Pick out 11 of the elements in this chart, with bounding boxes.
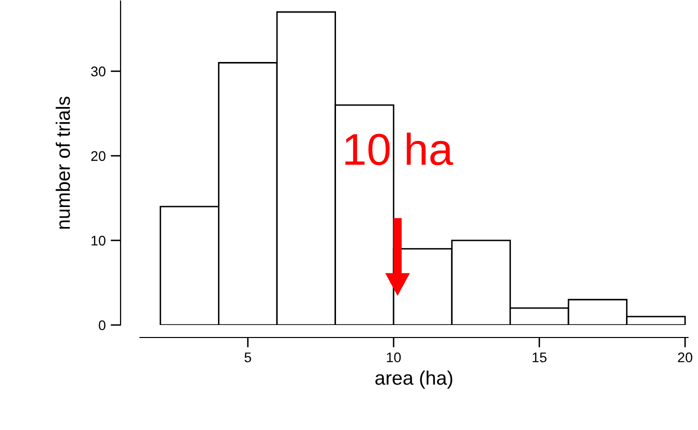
- y-tick-label: 30: [91, 66, 106, 76]
- y-tick-label: 10: [92, 236, 106, 246]
- annotation: 10 ha: [345, 132, 454, 166]
- x-tick-label: 5: [244, 352, 252, 362]
- x-tick-label: 20: [678, 352, 692, 362]
- x-tick-label: 10: [386, 352, 401, 362]
- y-tick-label: 20: [91, 151, 106, 161]
- y-axis-title: number of trials: [56, 96, 70, 229]
- y-tick-label: 0: [98, 320, 106, 330]
- x-axis-title: area (ha): [375, 370, 452, 389]
- x-tick-label: 15: [532, 352, 546, 362]
